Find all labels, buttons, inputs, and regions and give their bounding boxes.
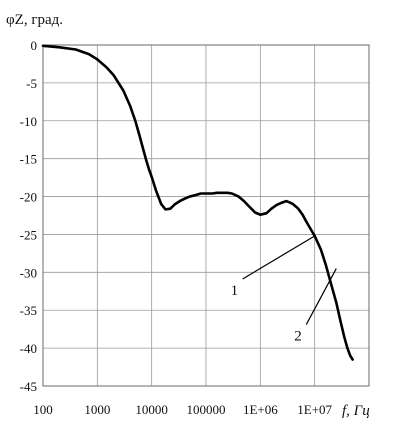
x-tick-label: 100 <box>33 402 53 417</box>
y-tick-label: -15 <box>20 152 37 167</box>
x-tick-label: 1000 <box>84 402 110 417</box>
y-tick-label: -45 <box>20 379 37 394</box>
y-tick-label: -5 <box>26 76 37 91</box>
x-axis-title: f, Гц <box>342 403 370 419</box>
annotation-1-label: 1 <box>231 283 239 299</box>
annotation-2-label: 2 <box>294 329 302 345</box>
y-tick-label: -25 <box>20 227 37 242</box>
y-tick-label: 0 <box>31 38 38 53</box>
plot-frame <box>42 44 370 387</box>
x-tick-label: 1E+06 <box>243 402 278 417</box>
y-tick-label: -10 <box>20 114 37 129</box>
y-axis-title: φZ, град. <box>6 12 63 28</box>
y-tick-label: -20 <box>20 190 37 205</box>
y-tick-label: -40 <box>20 341 37 356</box>
y-tick-labels: 0 -5 -10 -15 -20 -25 -30 -35 -40 -45 <box>20 38 37 394</box>
y-tick-label: -35 <box>20 303 37 318</box>
x-tick-label: 100000 <box>187 402 226 417</box>
x-tick-labels: 100 1000 10000 100000 1E+06 1E+07 <box>33 402 332 417</box>
annotation-1-leader <box>242 235 315 280</box>
y-tick-label: -30 <box>20 265 37 280</box>
x-tick-label: 1E+07 <box>297 402 332 417</box>
x-tick-label: 10000 <box>135 402 168 417</box>
annotation-2-leader <box>305 268 337 325</box>
grid-lines <box>42 44 370 387</box>
series-line <box>41 44 354 361</box>
